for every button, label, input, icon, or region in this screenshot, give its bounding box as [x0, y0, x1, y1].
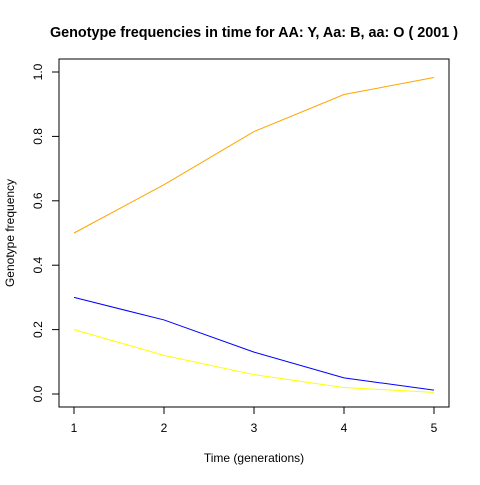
- series-layer: [73, 76, 435, 393]
- series-line-AA: [73, 329, 435, 393]
- x-tick-label: 4: [341, 421, 348, 435]
- x-tick-label: 2: [161, 421, 168, 435]
- y-tick-label: 0.4: [31, 257, 45, 274]
- y-tick-label: 0.8: [31, 128, 45, 145]
- x-axis-label: Time (generations): [204, 451, 304, 465]
- y-axis-label: Genotype frequency: [3, 179, 17, 287]
- x-tick-label: 1: [71, 421, 78, 435]
- x-axis: 1 2 3 4 5: [71, 407, 438, 435]
- y-axis: 0.0 0.2 0.4 0.6 0.8 1.0: [31, 63, 59, 402]
- x-tick-label: 5: [431, 421, 438, 435]
- series-line-aa: [73, 76, 435, 234]
- x-tick-label: 3: [251, 421, 258, 435]
- y-tick-label: 0.0: [31, 385, 45, 402]
- chart-title: Genotype frequencies in time for AA: Y, …: [50, 25, 458, 41]
- y-tick-label: 1.0: [31, 63, 45, 80]
- y-tick-label: 0.6: [31, 192, 45, 209]
- series-line-Aa: [73, 296, 435, 391]
- y-tick-label: 0.2: [31, 321, 45, 338]
